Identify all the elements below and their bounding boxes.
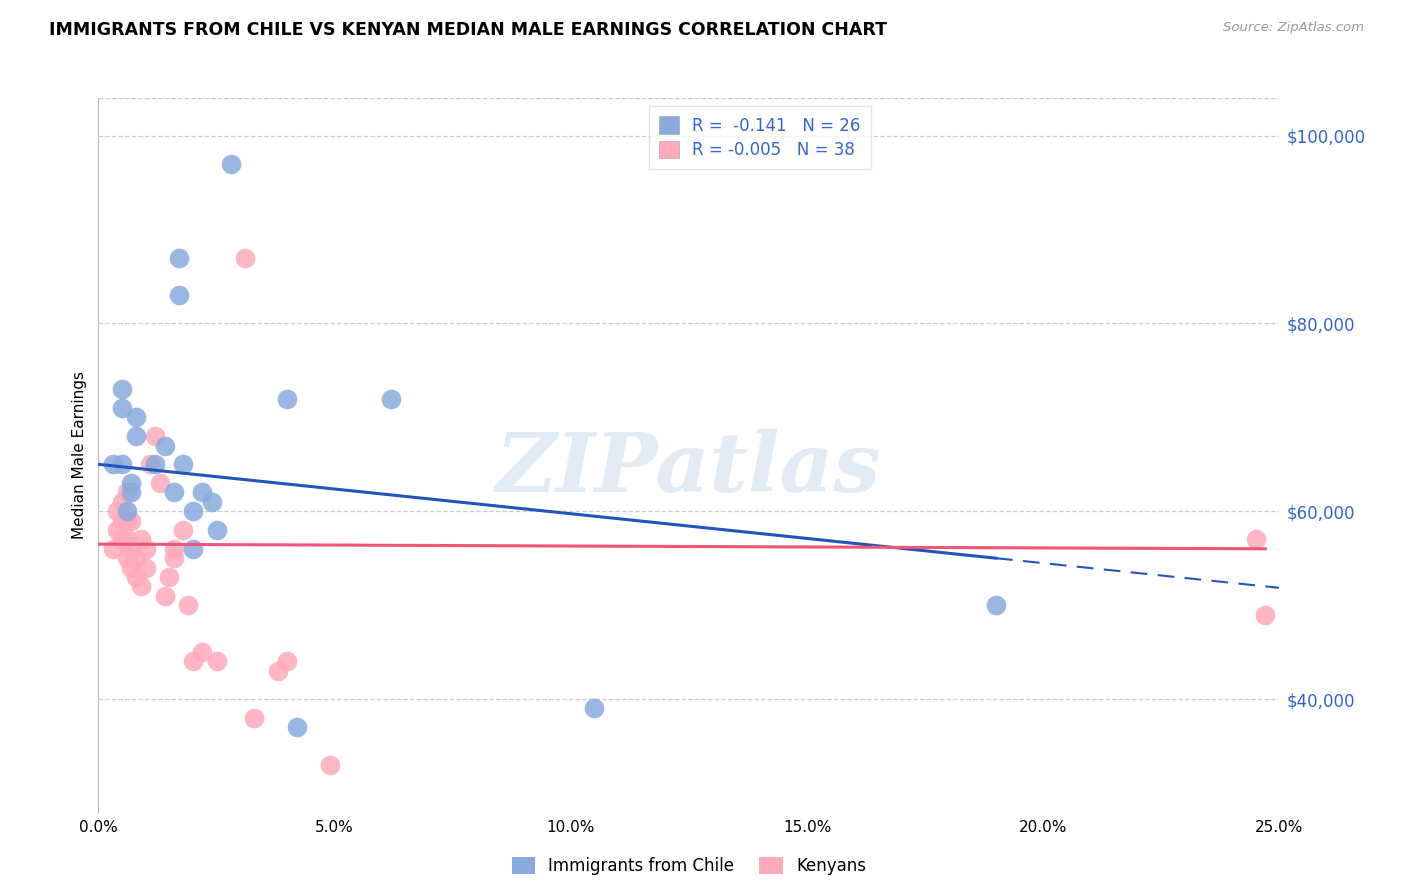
Point	[201, 495, 224, 509]
Point	[129, 533, 152, 547]
Legend: Immigrants from Chile, Kenyans: Immigrants from Chile, Kenyans	[505, 850, 873, 882]
Point	[101, 541, 124, 556]
Text: IMMIGRANTS FROM CHILE VS KENYAN MEDIAN MALE EARNINGS CORRELATION CHART: IMMIGRANTS FROM CHILE VS KENYAN MEDIAN M…	[49, 21, 887, 39]
Point	[121, 560, 143, 574]
Point	[984, 598, 1007, 612]
Point	[167, 251, 190, 265]
Point	[139, 458, 162, 472]
Point	[125, 410, 148, 425]
Point	[111, 533, 134, 547]
Point	[111, 382, 134, 396]
Point	[115, 504, 138, 518]
Text: Source: ZipAtlas.com: Source: ZipAtlas.com	[1223, 21, 1364, 35]
Point	[149, 476, 172, 491]
Point	[111, 495, 134, 509]
Point	[135, 560, 157, 574]
Point	[583, 701, 606, 715]
Point	[115, 514, 138, 528]
Point	[205, 655, 228, 669]
Point	[267, 664, 290, 678]
Point	[111, 514, 134, 528]
Point	[181, 541, 204, 556]
Point	[111, 401, 134, 415]
Point	[1244, 533, 1267, 547]
Point	[115, 533, 138, 547]
Point	[105, 523, 128, 537]
Point	[163, 541, 186, 556]
Point	[205, 523, 228, 537]
Point	[115, 485, 138, 500]
Point	[181, 655, 204, 669]
Point	[172, 458, 194, 472]
Point	[380, 392, 402, 406]
Text: ZIPatlas: ZIPatlas	[496, 429, 882, 509]
Point	[233, 251, 256, 265]
Point	[157, 570, 180, 584]
Point	[191, 485, 214, 500]
Point	[129, 579, 152, 593]
Point	[153, 438, 176, 452]
Point	[153, 589, 176, 603]
Y-axis label: Median Male Earnings: Median Male Earnings	[72, 371, 87, 539]
Point	[101, 458, 124, 472]
Point	[285, 720, 308, 734]
Point	[135, 541, 157, 556]
Point	[1254, 607, 1277, 622]
Point	[111, 458, 134, 472]
Point	[121, 485, 143, 500]
Point	[319, 757, 342, 772]
Point	[177, 598, 200, 612]
Point	[181, 504, 204, 518]
Point	[172, 523, 194, 537]
Point	[121, 476, 143, 491]
Point	[163, 551, 186, 566]
Point	[276, 392, 298, 406]
Point	[121, 541, 143, 556]
Point	[115, 551, 138, 566]
Point	[219, 157, 242, 171]
Point	[125, 551, 148, 566]
Point	[143, 458, 166, 472]
Point	[143, 429, 166, 443]
Point	[163, 485, 186, 500]
Point	[276, 655, 298, 669]
Point	[105, 504, 128, 518]
Point	[243, 711, 266, 725]
Point	[125, 570, 148, 584]
Point	[121, 514, 143, 528]
Point	[191, 645, 214, 659]
Point	[167, 288, 190, 302]
Point	[125, 429, 148, 443]
